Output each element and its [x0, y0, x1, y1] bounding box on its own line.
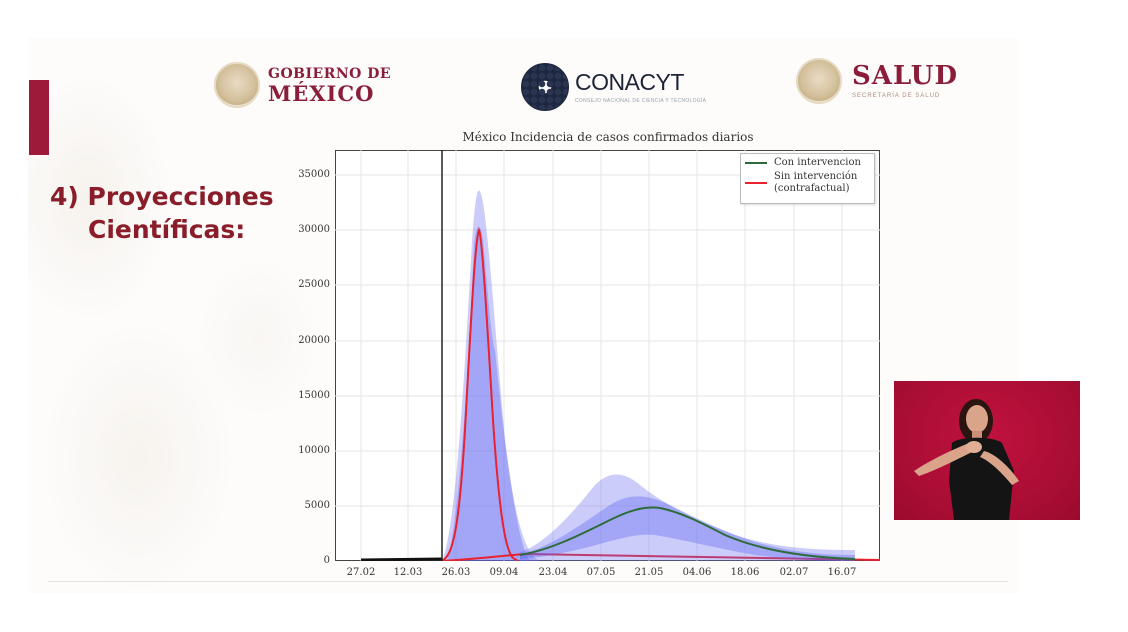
- conacyt-dots-icon: [521, 63, 569, 111]
- grid-lines: [335, 150, 880, 561]
- x-tick: 02.07: [779, 567, 809, 578]
- x-tick: 16.07: [827, 567, 857, 578]
- legend-item-sin-intervencion: Sin intervención (contrafactual): [745, 171, 870, 195]
- chart-title: México Incidencia de casos confirmados d…: [462, 130, 754, 144]
- section-title-line2: Científicas:: [88, 215, 246, 244]
- gobierno-line1: GOBIERNO DE: [268, 65, 392, 82]
- legend-label: Con intervencion: [774, 157, 861, 168]
- y-tick: 20000: [298, 335, 330, 346]
- national-seal-icon: [796, 58, 842, 104]
- sin-intervencion-line: [441, 227, 519, 561]
- x-tick: 04.06: [682, 567, 712, 578]
- logo-conacyt: CONACYT CONSEJO NACIONAL DE CIENCIA Y TE…: [521, 63, 706, 111]
- green-line-swatch-icon: [745, 162, 767, 164]
- legend-label: Sin intervención (contrafactual): [774, 171, 858, 194]
- interpreter-figure-icon: [914, 399, 1019, 520]
- logo-gobierno-de-mexico: GOBIERNO DE MÉXICO: [214, 62, 391, 108]
- con-intervencion-band-inner: [520, 496, 855, 561]
- y-tick: 10000: [298, 445, 330, 456]
- x-tick: 23.04: [538, 567, 568, 578]
- watermark-pattern: [28, 38, 348, 593]
- x-tick: 18.06: [730, 567, 760, 578]
- con-intervencion-line: [519, 506, 856, 560]
- national-seal-icon: [214, 62, 260, 108]
- observed-line: [360, 557, 443, 561]
- sin-intervencion-band-inner: [447, 226, 530, 561]
- x-tick: 12.03: [393, 567, 423, 578]
- y-tick: 35000: [298, 169, 330, 180]
- logo-salud: SALUD SECRETARÍA DE SALUD: [796, 58, 958, 104]
- y-tick: 15000: [298, 390, 330, 401]
- sign-language-interpreter-video: [894, 381, 1080, 520]
- salud-subtitle: SECRETARÍA DE SALUD: [852, 93, 941, 99]
- chart-legend: Con intervencion Sin intervención (contr…: [740, 153, 875, 204]
- section-title: 4) Proyecciones Científicas:: [50, 180, 274, 246]
- y-tick: 0: [323, 555, 330, 566]
- x-tick: 07.05: [586, 567, 616, 578]
- chart-svg: [335, 150, 880, 561]
- legend-item-con-intervencion: Con intervencion: [745, 157, 870, 169]
- y-tick: 25000: [298, 279, 330, 290]
- gobierno-line2: MÉXICO: [268, 80, 375, 106]
- salud-name: SALUD: [852, 61, 959, 91]
- y-tick: 30000: [298, 224, 330, 235]
- x-tick: 21.05: [634, 567, 664, 578]
- section-title-line1: 4) Proyecciones: [50, 182, 274, 211]
- x-tick: 26.03: [441, 567, 471, 578]
- y-tick: 5000: [304, 500, 330, 511]
- footer-divider: [48, 581, 1008, 582]
- x-tick: 09.04: [489, 567, 519, 578]
- chart-plot-area: [335, 150, 880, 561]
- x-tick: 27.02: [346, 567, 376, 578]
- accent-bar: [29, 80, 49, 155]
- conacyt-name: CONACYT: [575, 68, 684, 95]
- conacyt-subtitle: CONSEJO NACIONAL DE CIENCIA Y TECNOLOGÍA: [575, 97, 707, 104]
- red-line-swatch-icon: [745, 182, 767, 184]
